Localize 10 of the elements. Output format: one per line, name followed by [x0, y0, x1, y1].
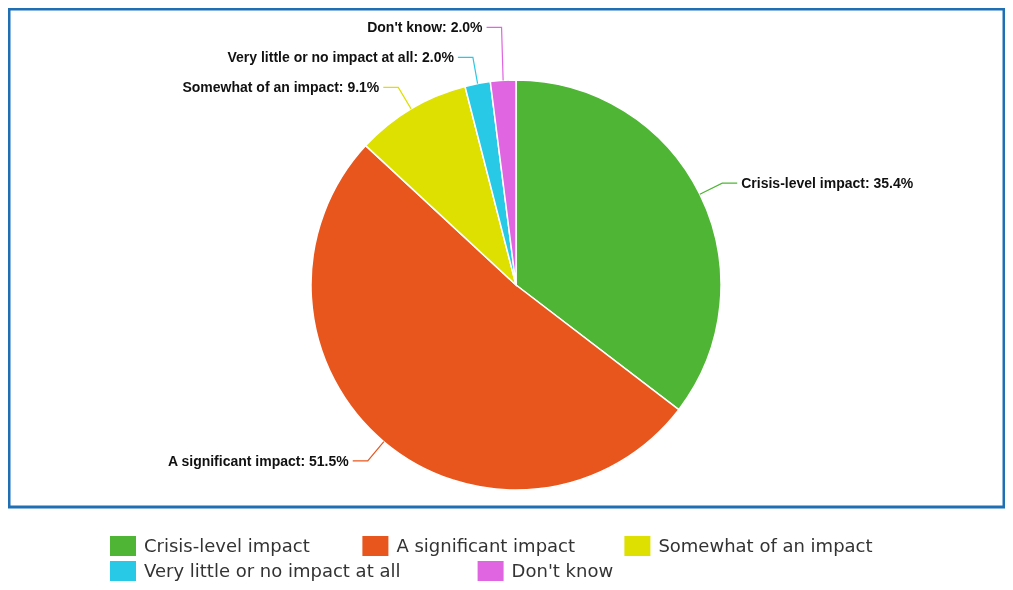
- data-label: A significant impact: 51.5%: [167, 452, 350, 469]
- legend-label: Somewhat of an impact: [658, 535, 873, 557]
- data-label: Crisis-level impact: 35.4%: [741, 175, 914, 192]
- legend-label: Very little or no impact at all: [144, 560, 401, 582]
- data-label: Don't know: 2.0%: [367, 19, 484, 36]
- legend-label: Crisis-level impact: [144, 535, 310, 557]
- data-label: Somewhat of an impact: 9.1%: [182, 79, 380, 96]
- data-label: Very little or no impact at all: 2.0%: [227, 49, 455, 66]
- legend-label: Don't know: [511, 560, 614, 582]
- legend-label: A significant impact: [396, 535, 576, 557]
